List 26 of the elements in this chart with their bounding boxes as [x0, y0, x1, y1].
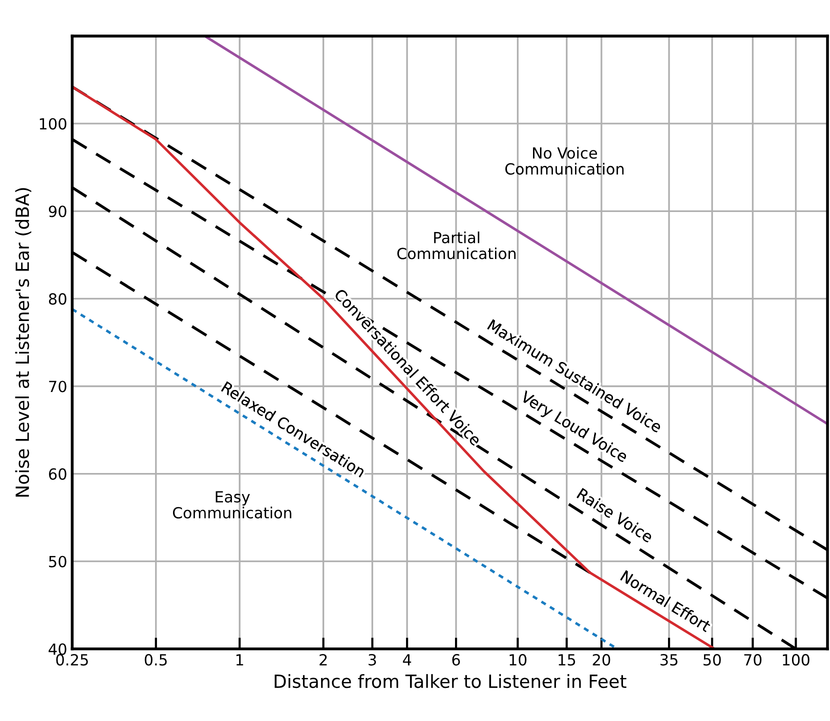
x-tick-label: 35: [660, 654, 678, 666]
x-axis-title: Distance from Talker to Listener in Feet: [274, 674, 626, 688]
x-tick-label: 15: [558, 654, 576, 666]
x-tick-label: 20: [592, 654, 610, 666]
x-tick-label: 10: [510, 654, 526, 666]
y-tick-label: 50: [49, 556, 66, 568]
y-tick-label: 70: [49, 380, 66, 392]
y-axis-title: Noise Level at Listener's Ear (dBA): [15, 188, 32, 497]
x-tick-label: 70: [744, 654, 762, 666]
y-tick-label: 80: [48, 293, 66, 305]
x-tick-label: 3: [368, 654, 376, 666]
annotation: Partial Communication: [397, 232, 516, 260]
x-tick-label: 0.25: [56, 654, 88, 666]
x-tick-label: 100: [782, 654, 810, 666]
y-tick-label: 100: [40, 118, 66, 130]
annotation: No Voice Communication: [505, 146, 624, 175]
y-tick-label: 60: [48, 468, 66, 480]
annotation: Easy Communication: [172, 491, 292, 519]
x-tick-label: 4: [402, 654, 412, 666]
x-tick-label: 6: [452, 654, 460, 666]
x-tick-label: 50: [704, 654, 721, 666]
x-tick-label: 2: [320, 654, 327, 666]
y-tick-label: 40: [48, 643, 66, 655]
y-tick-label: 90: [48, 206, 66, 218]
x-tick-label: 0.5: [144, 654, 167, 666]
x-tick-label: 1: [236, 654, 244, 666]
